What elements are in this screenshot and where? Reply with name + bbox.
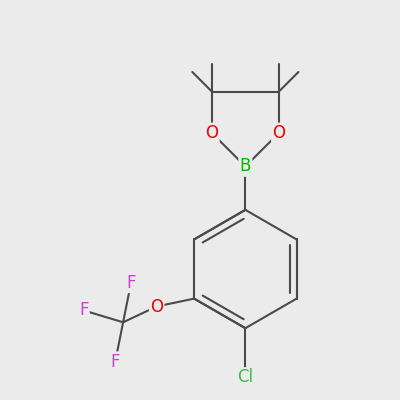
Text: O: O: [272, 124, 285, 142]
Text: O: O: [150, 298, 163, 316]
Text: B: B: [240, 158, 251, 176]
Text: F: F: [110, 353, 120, 371]
Text: Cl: Cl: [237, 368, 254, 386]
Text: O: O: [205, 124, 218, 142]
Text: F: F: [79, 302, 88, 320]
Text: F: F: [126, 274, 136, 292]
